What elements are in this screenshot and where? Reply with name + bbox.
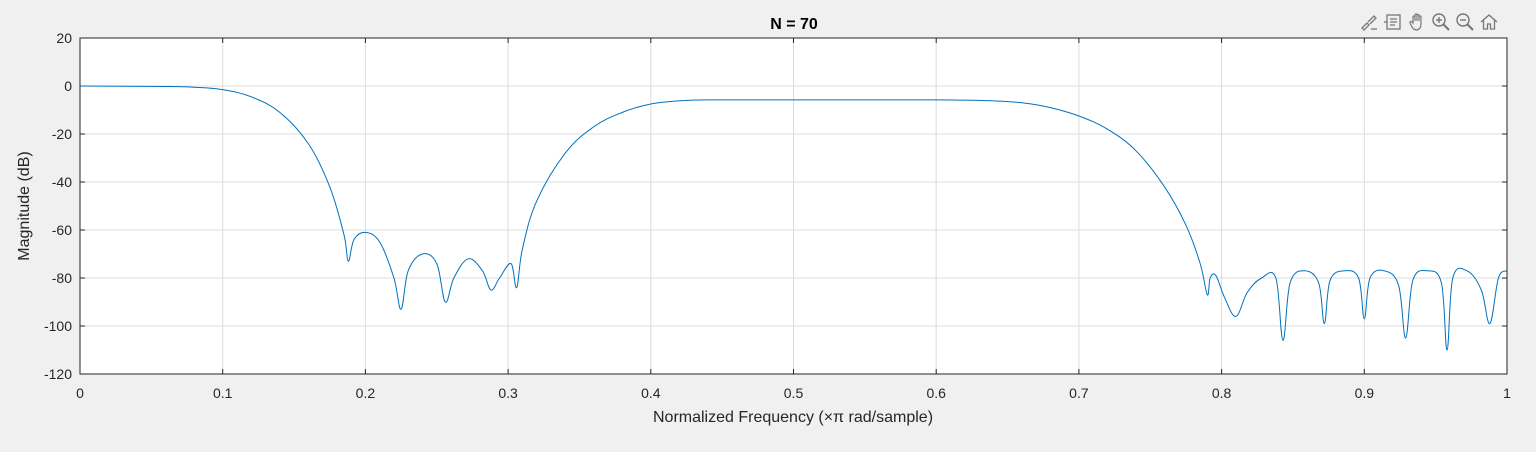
chart-title: N = 70	[770, 16, 818, 33]
x-tick-label: 0.1	[213, 385, 233, 401]
x-tick-label: 0.3	[498, 385, 518, 401]
x-tick-label: 0.4	[641, 385, 661, 401]
zoom-out-button[interactable]	[1454, 11, 1476, 33]
zoom-in-icon	[1432, 13, 1450, 31]
home-icon	[1480, 14, 1498, 30]
brush-tool-button[interactable]	[1358, 11, 1380, 33]
y-tick-label: -20	[52, 126, 72, 142]
axes-toolbar	[1358, 11, 1500, 33]
y-tick-label: -100	[44, 318, 72, 334]
y-tick-label: -40	[52, 174, 72, 190]
x-tick-label: 0.6	[926, 385, 946, 401]
grid	[80, 38, 1507, 374]
x-tick-label: 0.5	[784, 385, 804, 401]
y-tick-label: -120	[44, 366, 72, 382]
x-tick-label: 0.7	[1069, 385, 1089, 401]
data-tips-button[interactable]	[1382, 11, 1404, 33]
zoom-out-icon	[1456, 13, 1474, 31]
data-tips-icon	[1384, 14, 1401, 30]
y-axis-ticks: 20 0 -20 -40 -60 -80 -100 -120	[44, 30, 1507, 382]
brush-icon	[1361, 15, 1377, 31]
y-tick-label: 0	[64, 78, 72, 94]
x-axis-ticks: 0 0.1 0.2 0.3 0.4 0.5 0.6 0.7 0.8 0.9 1	[76, 38, 1511, 401]
x-tick-label: 1	[1503, 385, 1511, 401]
y-tick-label: -60	[52, 222, 72, 238]
x-tick-label: 0	[76, 385, 84, 401]
pan-icon	[1409, 13, 1422, 31]
x-tick-label: 0.8	[1212, 385, 1232, 401]
restore-view-button[interactable]	[1478, 11, 1500, 33]
y-tick-label: 20	[56, 30, 72, 46]
pan-button[interactable]	[1406, 11, 1428, 33]
x-tick-label: 0.2	[356, 385, 376, 401]
zoom-in-button[interactable]	[1430, 11, 1452, 33]
x-tick-label: 0.9	[1355, 385, 1375, 401]
y-tick-label: -80	[52, 270, 72, 286]
x-axis-label: Normalized Frequency (×π rad/sample)	[653, 409, 933, 426]
plot-frame	[79, 37, 1508, 375]
series-line-magnitude	[79, 85, 1508, 351]
y-axis-label: Magnitude (dB)	[16, 151, 33, 260]
